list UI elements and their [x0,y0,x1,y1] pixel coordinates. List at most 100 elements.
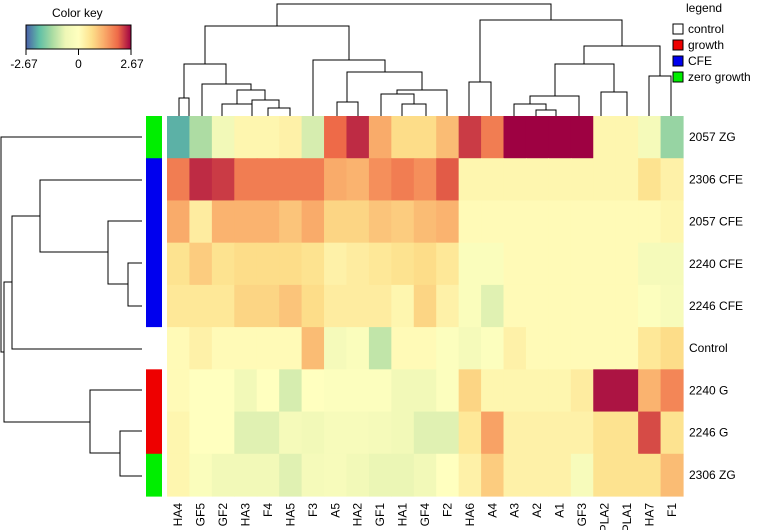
heatmap-cell [368,284,392,328]
row-group-swatch [146,284,162,328]
heatmap-cell [368,200,392,244]
heatmap-cell [503,327,527,370]
heatmap-cell [413,242,437,286]
heatmap-cell [548,369,572,413]
column-label: HA3 [239,503,253,527]
row-label: 2057 CFE [689,215,743,229]
heatmap-cell [638,369,662,413]
row-dendrogram-branch [0,136,142,353]
heatmap-cell [458,116,482,159]
heatmap-cell [346,116,370,159]
row-group-swatch [146,158,162,202]
row-group-sidebar [146,116,162,497]
legend-swatch-growth [672,39,684,51]
heatmap-cell [324,200,348,244]
heatmap-cell [481,327,505,370]
heatmap-cell [436,200,460,244]
heatmap-cell [593,158,617,202]
heatmap-cell [391,369,415,413]
heatmap-cell [301,284,325,328]
heatmap-cell [436,158,460,202]
heatmap-cell [368,158,392,202]
heatmap-cell [301,200,325,244]
column-label: HA6 [463,503,477,527]
color-key-tick-max: 2.67 [120,57,144,71]
heatmap-cell [638,411,662,455]
heatmap-cell [324,411,348,455]
heatmap-cell [279,327,303,370]
row-dendrogram-branch [3,281,90,423]
heatmap-cell [481,284,505,328]
heatmap-cell [525,327,549,370]
heatmap-cell [391,158,415,202]
heatmap-cell [346,453,370,497]
heatmap-cell [638,158,662,202]
heatmap-cell [593,284,617,328]
heatmap-cell [211,327,235,370]
heatmap-cell [436,242,460,286]
legend-swatch-zero-growth [672,71,684,83]
heatmap-cell [279,242,303,286]
heatmap-cell [279,200,303,244]
heatmap-cell [324,369,348,413]
row-group-swatch [146,200,162,244]
heatmap-cell [503,453,527,497]
heatmap-cell [346,200,370,244]
column-dendrogram-branch [221,103,253,116]
heatmap-cell [503,369,527,413]
heatmap-cell [615,158,639,202]
heatmap-cell [570,242,594,286]
column-dendrogram-branch [178,97,190,116]
heatmap-cell [256,158,280,202]
column-dendrogram-branch [312,59,386,116]
heatmap-cell [234,411,258,455]
column-label: GF3 [575,503,589,527]
heatmap-cell [368,369,392,413]
heatmap-cell [638,200,662,244]
heatmap-cell [548,411,572,455]
heatmap-cell [481,411,505,455]
heatmap-cell [593,200,617,244]
heatmap-cell [234,284,258,328]
heatmap-cell [660,200,684,244]
heatmap-cell [189,284,213,328]
column-dendrogram [178,3,672,116]
heatmap-cell [660,284,684,328]
heatmap-cell [301,411,325,455]
heatmap-cell [391,242,415,286]
column-dendrogram-branch [251,99,280,108]
heatmap-cell [211,200,235,244]
color-key-title: Color key [52,6,103,20]
heatmap-cell [548,158,572,202]
heatmap-cell [570,453,594,497]
heatmap-cell [301,158,325,202]
column-dendrogram-branch [346,71,423,102]
column-dendrogram-branch [600,91,628,116]
column-dendrogram-branch [529,95,580,116]
heatmap-cell [503,116,527,159]
column-label: HA7 [642,503,656,527]
heatmap-cell [525,453,549,497]
heatmap-cell [525,242,549,286]
heatmap-cell [234,369,258,413]
column-label: F3 [306,503,320,517]
heatmap-cell [481,369,505,413]
heatmap-cell [458,284,482,328]
heatmap-cell [660,242,684,286]
heatmap-cell [458,200,482,244]
heatmap-cell [638,116,662,159]
heatmap-cell [548,242,572,286]
heatmap-cell [279,158,303,202]
heatmap-cells [167,116,684,497]
heatmap-cell [481,200,505,244]
column-dendrogram-branch [183,63,227,98]
row-dendrogram [0,136,142,477]
color-key-tick-min: -2.67 [10,57,38,71]
heatmap-cell [615,411,639,455]
heatmap-cell [570,369,594,413]
heatmap-cell [570,116,594,159]
heatmap-cell [346,327,370,370]
row-label: 2306 ZG [689,468,736,482]
heatmap-cell [615,453,639,497]
